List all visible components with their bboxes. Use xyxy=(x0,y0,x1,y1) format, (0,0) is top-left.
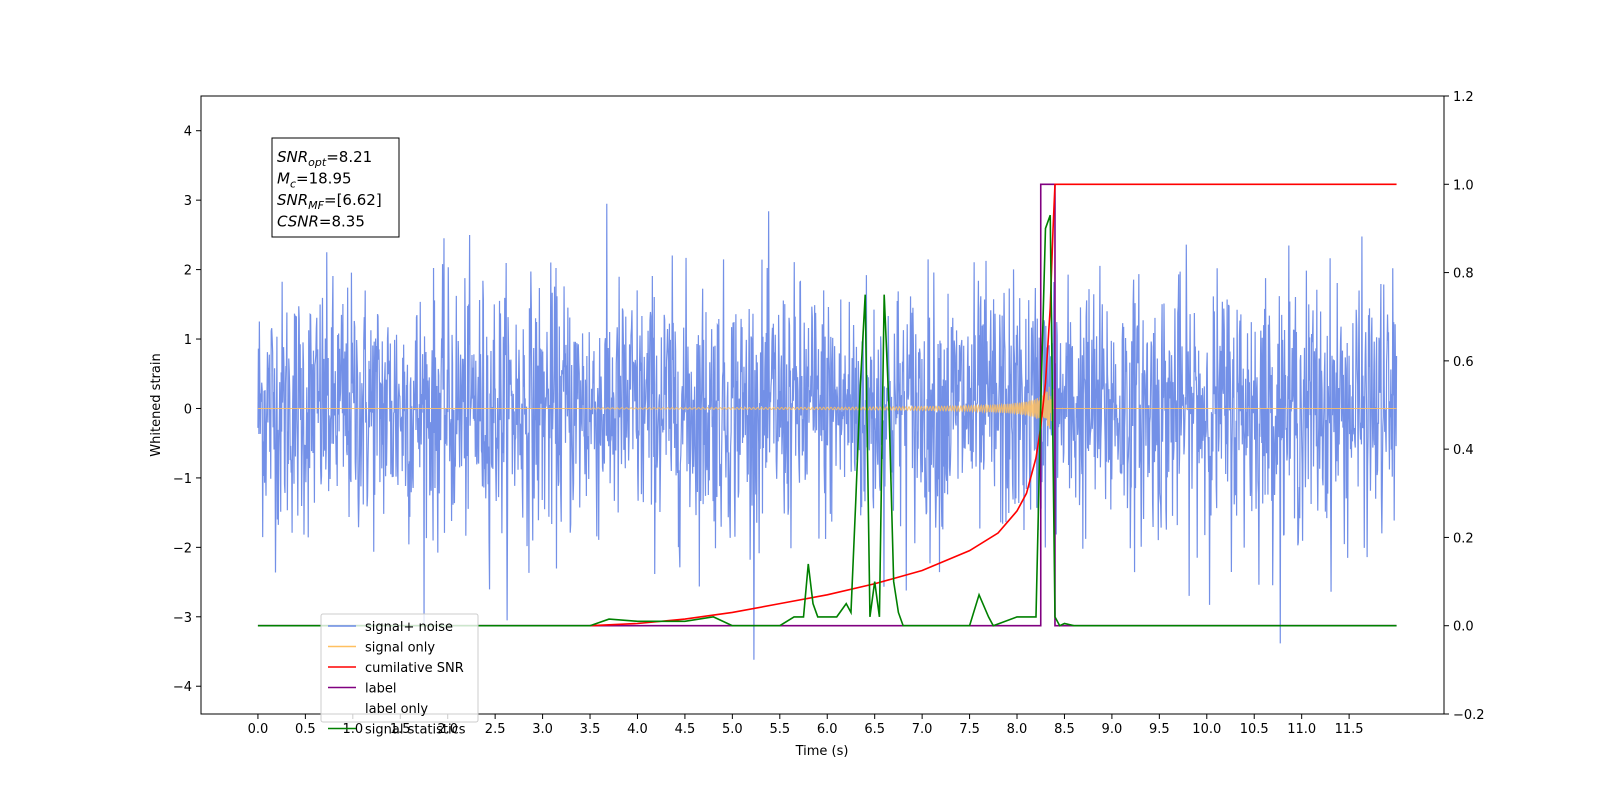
x-tick-label: 4.0 xyxy=(627,722,648,737)
legend: signal+ noise signal only cumilative SNR la… xyxy=(320,613,479,738)
x-tick-label: 1.0 xyxy=(342,722,363,737)
x-tick-label: 1.5 xyxy=(390,722,411,737)
annotation-subscript: opt xyxy=(308,156,327,169)
x-tick-label: 2.5 xyxy=(485,722,506,737)
series-cumulative-snr-line xyxy=(589,183,1397,627)
y-tick-label: 0 xyxy=(184,402,192,417)
x-tick-label: 9.5 xyxy=(1149,722,1170,737)
x-tick-label: 5.5 xyxy=(769,722,790,737)
x-tick-label: 0.5 xyxy=(295,722,316,737)
x-tick-label: 11.5 xyxy=(1335,722,1364,737)
annotation-line: SNRMF=[6.62] xyxy=(277,191,382,212)
annotation-value: =8.35 xyxy=(319,213,365,231)
annotation-value: =[6.62] xyxy=(324,191,382,209)
x-tick-label: 9.0 xyxy=(1102,722,1123,737)
y-tick-label: −1 xyxy=(173,472,192,487)
legend-entry: label only xyxy=(365,702,428,717)
y2-tick-label: 0.6 xyxy=(1453,355,1474,370)
y-axis-left: 4 3 2 1 0 −1 −2 −3 −4 xyxy=(173,125,201,695)
legend-entry: signal statistics xyxy=(365,723,466,738)
annotation-symbol: SNR xyxy=(277,191,308,209)
annotation-subscript: c xyxy=(290,178,296,191)
y-tick-label: 2 xyxy=(184,264,192,279)
legend-entry: signal only xyxy=(365,641,435,656)
x-tick-label: 10.0 xyxy=(1192,722,1221,737)
x-tick-label: 5.0 xyxy=(722,722,743,737)
legend-entry: label xyxy=(365,682,396,697)
y-tick-label: −3 xyxy=(173,611,192,626)
x-tick-label: 6.5 xyxy=(864,722,885,737)
annotation-line: CSNR=8.35 xyxy=(277,213,365,231)
y-tick-label: −4 xyxy=(173,680,192,695)
y-axis-label: Whitened strain xyxy=(149,353,164,456)
y2-tick-label: −0.2 xyxy=(1453,708,1485,723)
y2-tick-label: 1.2 xyxy=(1453,90,1474,105)
y-tick-label: −2 xyxy=(173,541,192,556)
x-tick-label: 2.0 xyxy=(437,722,458,737)
x-tick-label: 10.5 xyxy=(1240,722,1269,737)
x-tick-label: 8.0 xyxy=(1007,722,1028,737)
annotation-value: =18.95 xyxy=(296,170,352,188)
annotation-subscript: MF xyxy=(308,199,324,212)
x-tick-label: 7.0 xyxy=(912,722,933,737)
x-axis: 0.0 0.5 1.0 1.5 2.0 2.5 3.0 3.5 4.0 4.5 5.0 5.5 6.0 6… xyxy=(248,714,1364,737)
y2-tick-label: 1.0 xyxy=(1453,178,1474,193)
x-tick-label: 3.5 xyxy=(580,722,601,737)
x-tick-label: 6.0 xyxy=(817,722,838,737)
annotation-line: SNRopt=8.21 xyxy=(277,148,372,169)
x-tick-label: 3.0 xyxy=(532,722,553,737)
legend-entry: signal+ noise xyxy=(365,620,453,635)
annotation-symbol: M xyxy=(277,170,290,188)
y-tick-label: 3 xyxy=(184,194,192,209)
legend-frame xyxy=(320,613,479,723)
annotation-line: Mc=18.95 xyxy=(277,170,352,191)
legend-entry: cumilative SNR xyxy=(365,661,464,676)
x-axis-label: Time (s) xyxy=(795,744,849,759)
x-tick-label: 11.0 xyxy=(1287,722,1316,737)
x-tick-label: 7.5 xyxy=(959,722,980,737)
annotation-value: =8.21 xyxy=(326,148,372,166)
x-tick-label: 4.5 xyxy=(675,722,696,737)
plot-frame xyxy=(200,95,1445,715)
x-tick-label: 8.5 xyxy=(1054,722,1075,737)
series-layer xyxy=(257,183,1398,660)
y2-tick-label: 0.0 xyxy=(1453,620,1474,635)
annotation-symbol: SNR xyxy=(277,148,308,166)
y-axis-right: 1.2 1.0 0.8 0.6 0.4 0.2 0.0 −0.2 xyxy=(1444,90,1485,723)
y2-tick-label: 0.8 xyxy=(1453,267,1474,282)
series-signal-statistics-line xyxy=(257,214,1397,627)
annotation-symbol: CSNR xyxy=(277,213,319,231)
series-signal-noise-line xyxy=(257,203,1398,660)
y-tick-label: 1 xyxy=(184,333,192,348)
y2-tick-label: 0.4 xyxy=(1453,443,1474,458)
series-signal-only-line xyxy=(257,386,1397,428)
y2-tick-label: 0.2 xyxy=(1453,531,1474,546)
x-tick-label: 0.0 xyxy=(248,722,269,737)
y-tick-label: 4 xyxy=(184,125,192,140)
